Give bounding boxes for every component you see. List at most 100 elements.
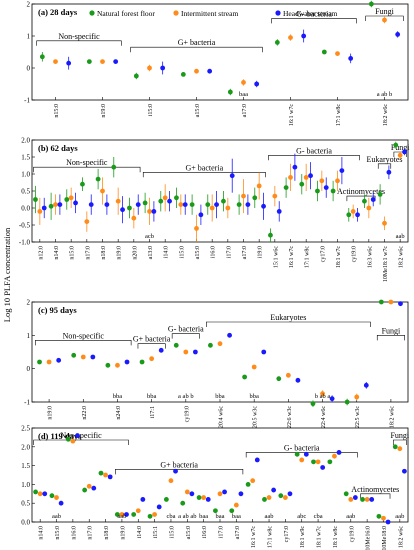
- data-point: [348, 497, 354, 502]
- data-point: [288, 35, 293, 40]
- group-label: Non-specific: [58, 32, 100, 41]
- data-point: [236, 202, 242, 208]
- data-point: [201, 495, 207, 500]
- data-point: [378, 299, 384, 305]
- data-point: [330, 188, 336, 194]
- data-point: [276, 209, 282, 214]
- data-point: [363, 382, 369, 388]
- x-tick-label: 20:4 w6c: [219, 406, 225, 429]
- data-point: [149, 356, 155, 362]
- data-point: [115, 362, 120, 368]
- data-point: [370, 197, 376, 202]
- significance-label: bba: [215, 393, 225, 400]
- data-point: [382, 17, 387, 23]
- data-point: [245, 482, 251, 487]
- legend-marker: [173, 10, 179, 16]
- data-point: [320, 465, 326, 470]
- group-label: Fungi: [390, 431, 409, 440]
- data-point: [205, 497, 211, 502]
- significance-label: aab: [52, 513, 61, 520]
- data-point: [321, 49, 327, 55]
- x-tick-label: i15:0: [169, 526, 175, 538]
- chart-panel-0: (a) 28 days -1 0 1 2 n15:0 n19:0 i15:0 a15:0 a17:…: [24, 1, 409, 127]
- x-tick-label: 10Me18:0: [382, 526, 388, 550]
- x-tick-label: 17:1 w8c: [336, 104, 342, 127]
- group-label: G+ bacteria: [160, 460, 198, 469]
- x-tick-label: i15:1: [153, 526, 159, 538]
- data-point: [382, 220, 387, 226]
- data-point: [33, 197, 38, 202]
- data-point: [335, 178, 340, 184]
- data-point: [254, 81, 260, 87]
- x-tick-label: a17:0: [235, 526, 241, 539]
- plot-frame: [31, 3, 409, 101]
- x-tick-label: 15:1 w6c: [273, 246, 279, 269]
- data-point: [173, 468, 178, 474]
- x-tick-label: n24:0: [116, 406, 122, 420]
- y-tick-label: 0.0: [21, 519, 30, 527]
- data-point: [80, 354, 86, 360]
- legend-marker: [275, 10, 281, 16]
- y-tick-label: 1.0: [21, 481, 30, 489]
- x-tick-label: n15:0: [70, 246, 76, 260]
- x-tick-label: n19:0: [48, 406, 54, 420]
- group-label: Fungi: [382, 326, 401, 335]
- data-point: [301, 33, 307, 39]
- y-tick-label: 0: [27, 365, 31, 373]
- group-label: Fungi: [375, 7, 394, 16]
- data-point: [214, 202, 219, 208]
- data-point: [198, 212, 204, 218]
- data-point: [168, 478, 174, 484]
- data-point: [335, 51, 340, 56]
- x-tick-label: 17:1 w8c: [305, 246, 311, 269]
- y-tick-label: 0.0: [21, 205, 30, 213]
- data-point: [336, 450, 342, 455]
- x-tick-label: a15:0: [195, 104, 201, 117]
- x-tick-label: 17:1 w8c: [268, 526, 274, 549]
- data-point: [142, 200, 148, 206]
- group-bracket: [171, 333, 200, 339]
- y-tick-label: 2.0: [21, 443, 30, 451]
- x-tick-label: n19:0: [101, 104, 107, 118]
- x-tick-label: i17:0: [219, 526, 225, 538]
- data-point: [344, 399, 350, 405]
- data-point: [49, 493, 55, 499]
- data-point: [254, 457, 260, 463]
- data-point: [376, 513, 382, 519]
- data-point: [308, 173, 313, 179]
- y-tick-label: -0.5: [19, 222, 31, 230]
- data-point: [162, 195, 168, 201]
- x-tick-label: i15:0: [148, 104, 154, 116]
- data-point: [282, 495, 288, 500]
- y-tick-label: 0.5: [21, 500, 30, 508]
- x-tick-label: n18:0: [101, 246, 107, 260]
- x-tick-label: a17:0: [242, 246, 248, 259]
- x-tick-label: i17:1: [150, 406, 156, 418]
- data-point: [360, 497, 365, 502]
- data-point: [140, 497, 146, 502]
- data-point: [208, 342, 213, 348]
- data-point: [343, 491, 349, 497]
- data-point: [156, 504, 162, 510]
- data-point: [229, 508, 235, 514]
- significance-label: baa: [232, 513, 241, 520]
- data-point: [221, 198, 226, 204]
- y-tick-label: 2.0: [21, 137, 30, 145]
- legend-label: Intermittent stream: [181, 9, 238, 18]
- group-bracket: [142, 172, 266, 178]
- data-point: [147, 513, 153, 519]
- data-point: [37, 491, 43, 497]
- significance-label: aab: [117, 513, 126, 520]
- group-label: G- bacteria: [168, 325, 204, 334]
- y-tick-label: 1.5: [21, 462, 30, 470]
- data-point: [276, 376, 282, 382]
- data-point: [163, 497, 169, 502]
- chart-panel-2: (c) 95 days -1 0 1 2 n19:0 n22:0 n24:0 i17:1 cy19…: [24, 299, 409, 429]
- data-point: [377, 192, 383, 197]
- x-tick-label: 22:5 w3c: [355, 406, 361, 429]
- data-point: [120, 207, 125, 213]
- significance-label: acb: [145, 233, 154, 240]
- significance-label: baa: [239, 91, 248, 98]
- data-point: [272, 193, 278, 199]
- data-point: [294, 451, 300, 457]
